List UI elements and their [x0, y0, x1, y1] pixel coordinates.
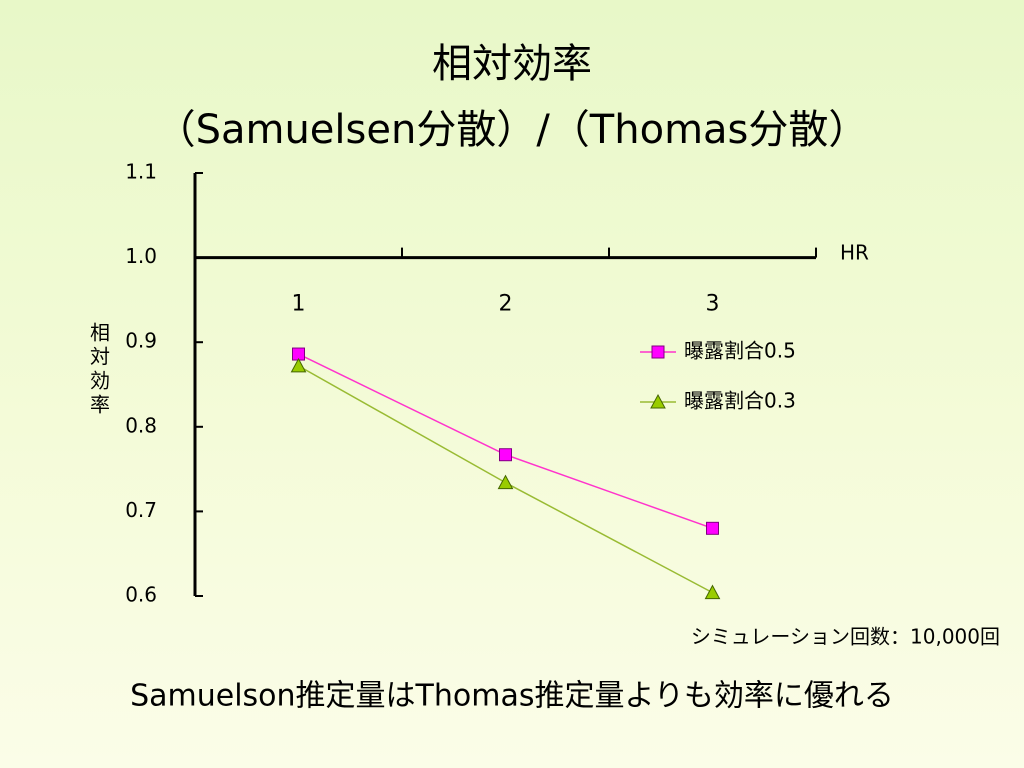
marker — [706, 521, 719, 535]
y-tick-label: 0.6 — [125, 583, 157, 607]
x-axis-label: HR — [840, 241, 869, 265]
legend-label: 曝露割合0.3 — [684, 389, 796, 413]
marker — [499, 448, 512, 462]
chart-title: 相対効率 — [432, 41, 592, 87]
y-tick-label: 0.9 — [125, 329, 157, 353]
marker — [290, 357, 307, 373]
legend-label: 曝露割合0.5 — [684, 339, 796, 363]
marker — [497, 474, 514, 490]
y-tick-label: 0.7 — [125, 498, 157, 522]
conclusion: Samuelson推定量はThomas推定量よりも効率に優れる — [130, 679, 894, 714]
chart-subtitle: （Samuelsen分散）/（Thomas分散） — [156, 107, 869, 153]
legend-marker — [651, 345, 665, 359]
y-axis-label: 相対効率 — [87, 322, 111, 418]
y-tick-label: 1.0 — [125, 244, 157, 268]
x-tick-label: 1 — [292, 292, 306, 317]
legend-marker — [650, 393, 666, 409]
note: シミュレーション回数：10,000回 — [691, 625, 1000, 649]
series-line — [298, 353, 713, 530]
y-tick-label: 1.1 — [125, 160, 157, 184]
y-tick-label: 0.8 — [125, 413, 157, 437]
x-tick-label: 2 — [499, 292, 513, 317]
marker — [704, 584, 721, 600]
x-tick-label: 3 — [706, 292, 720, 317]
